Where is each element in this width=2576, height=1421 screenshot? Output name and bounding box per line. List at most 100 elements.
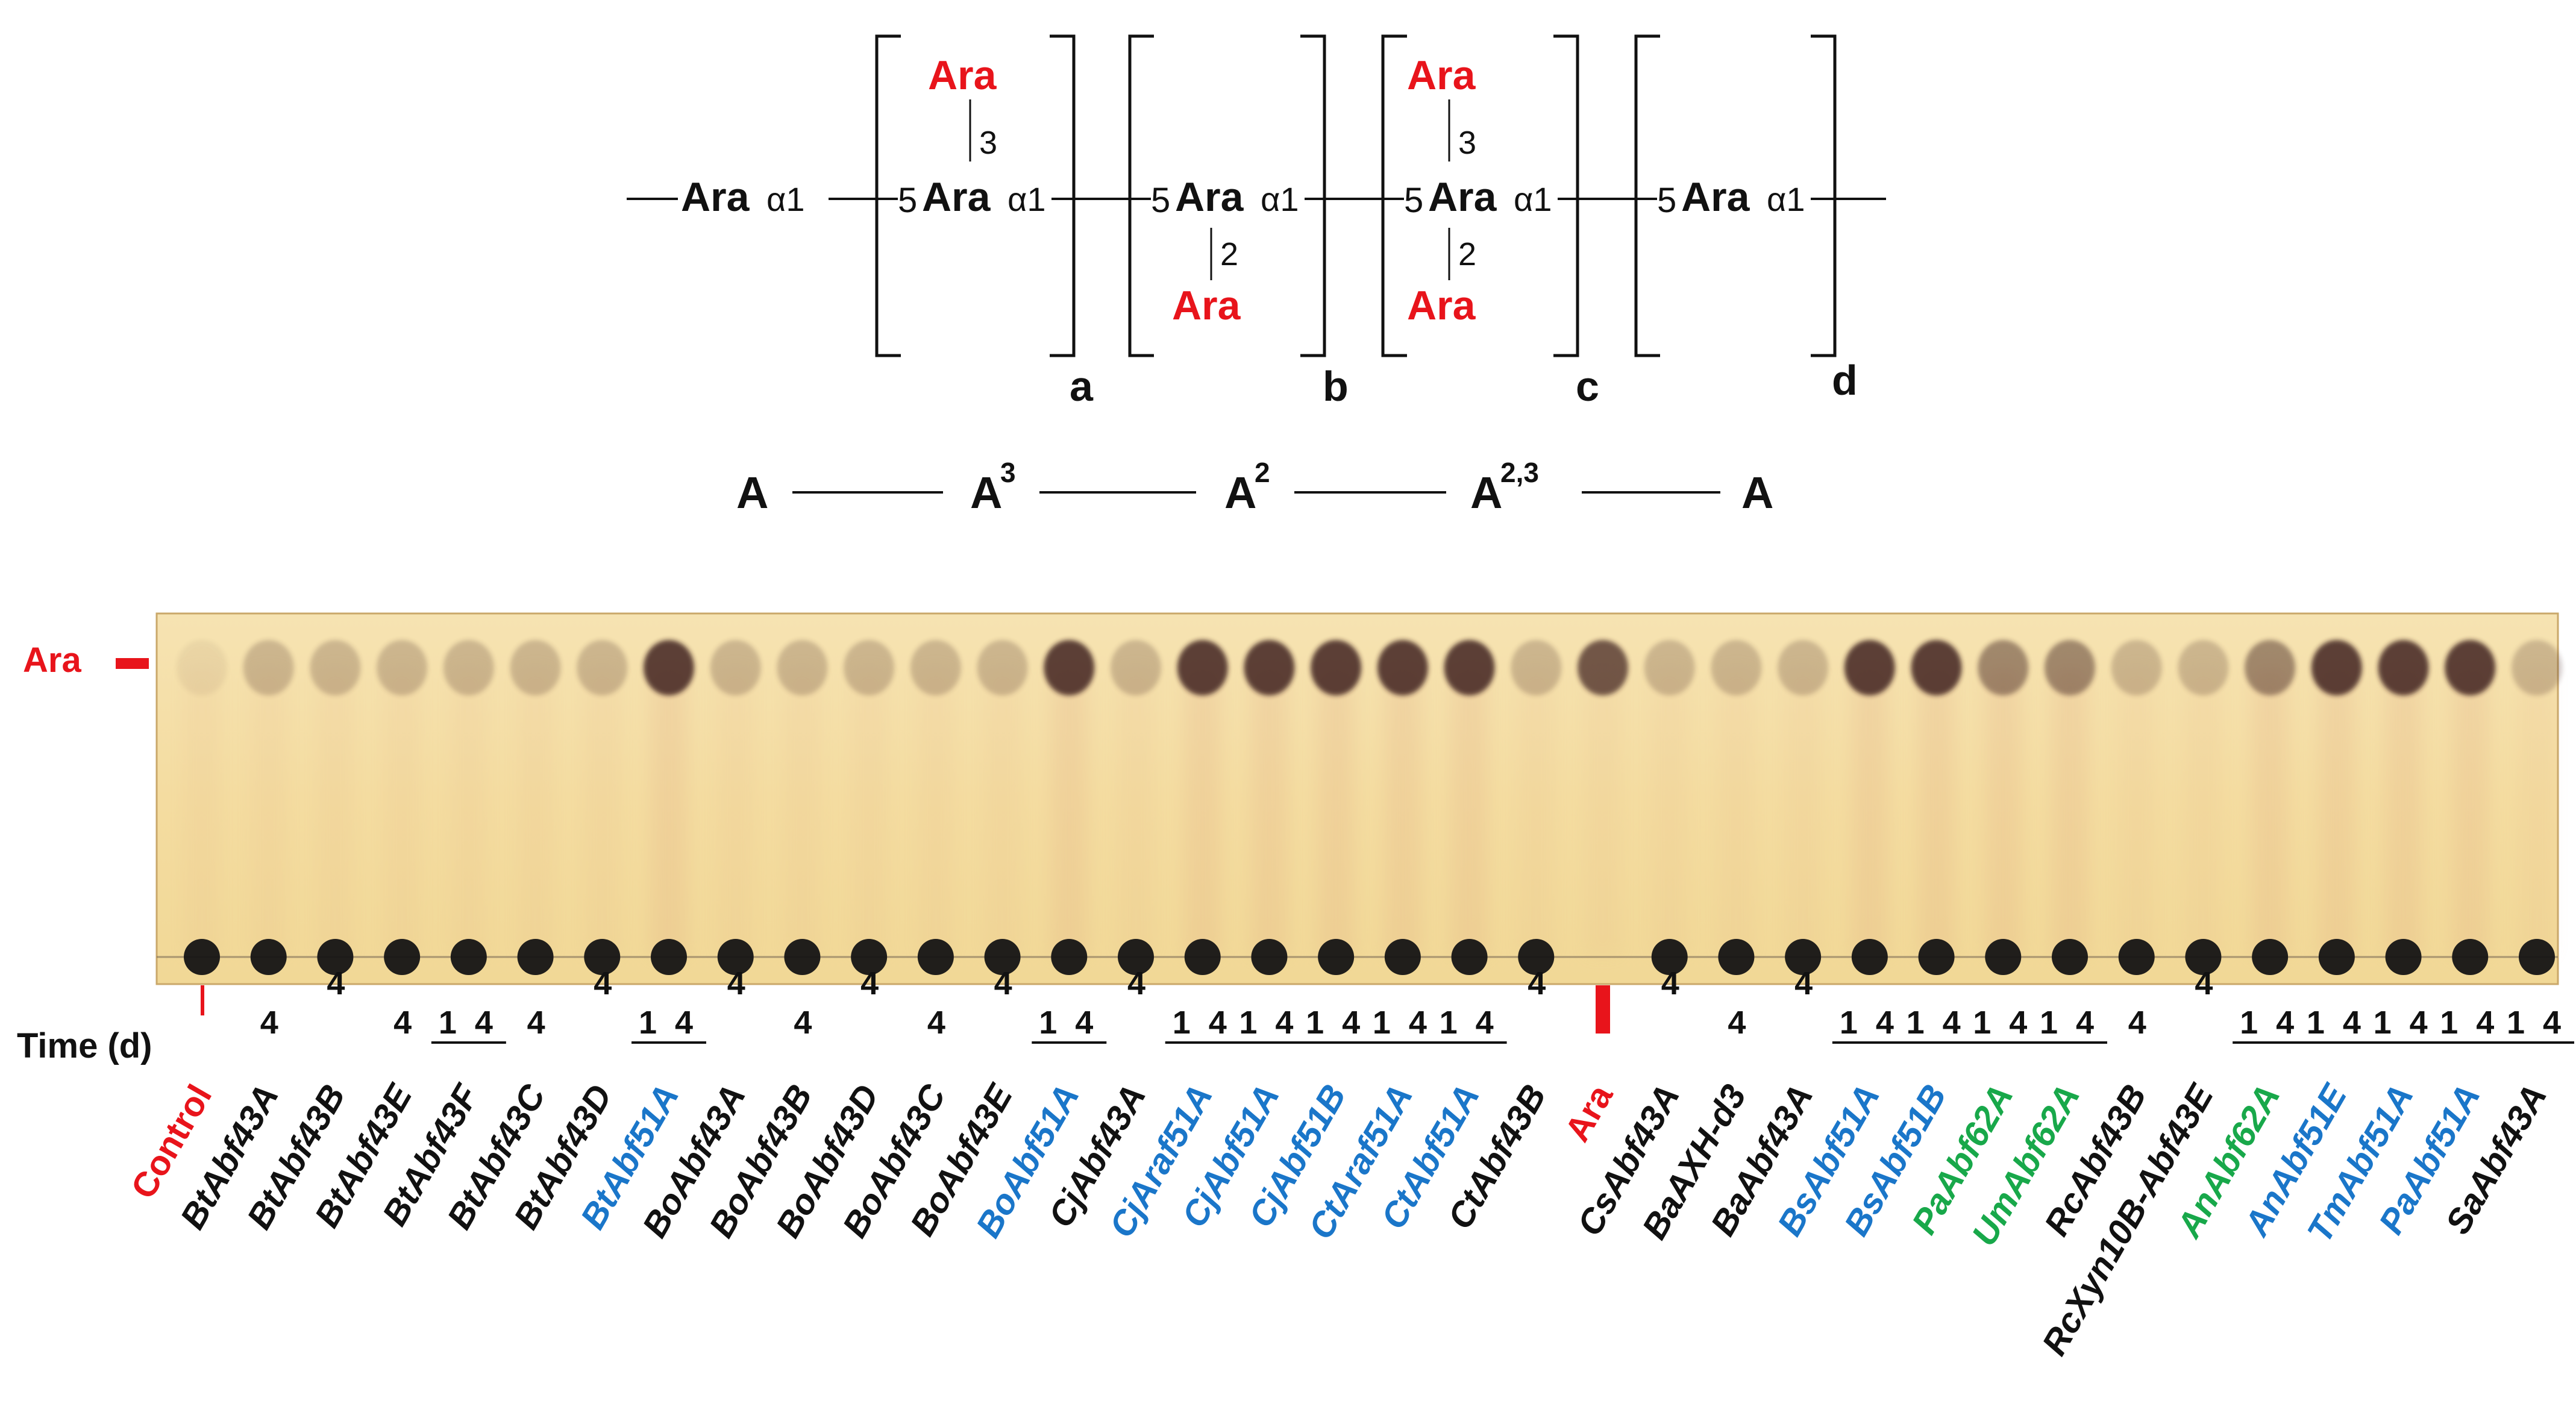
ara-product-spot [1844,640,1895,695]
shorthand-A23-sup: 2,3 [1500,457,1539,488]
time-label-4d: 4 [2076,1005,2094,1041]
ara-product-spot [1911,640,1962,695]
time-label-1d: 1 [1239,1005,1257,1041]
lane-smear [584,668,621,957]
ara-product-spot [1578,640,1628,695]
lane-smear [250,668,287,957]
origin-spot [2052,939,2088,975]
ara-product-spot [1111,640,1161,695]
origin-spot [651,939,687,975]
origin-spot [2452,939,2489,975]
time-label-4d: 4 [594,965,612,1002]
ara-branch-label: Ara [1407,52,1476,98]
ara-product-spot [1978,640,2029,695]
time-label-4d: 4 [675,1005,693,1041]
time-label-4d: 4 [860,965,879,1002]
time-label-4d: 4 [2543,1005,2561,1041]
time-label-1d: 1 [2307,1005,2325,1041]
time-label-4d: 4 [727,965,745,1002]
lane-smear [1451,668,1488,957]
repeat-c-label: c [1576,363,1599,410]
time-label-4d: 4 [1409,1005,1427,1041]
lane-smear [317,668,354,957]
origin-spot [1318,939,1355,975]
ara-product-spot [844,640,895,695]
linkage-5-label: 5 [898,181,917,220]
lane-smear [1718,668,1755,957]
time-label-4d: 4 [1661,965,1679,1002]
time-label-4d: 4 [2410,1005,2428,1041]
ara-product-spot [1244,640,1295,695]
origin-spot [784,939,821,975]
lane-smear [2185,668,2222,957]
time-label-1d: 1 [2507,1005,2525,1041]
time-label-4d: 4 [1476,1005,1494,1041]
time-label-1d: 1 [1973,1005,1991,1041]
shorthand-A-end: A [1741,468,1773,518]
time-label-1d: 1 [1840,1005,1858,1041]
origin-spot [2252,939,2289,975]
ara-product-spot [1644,640,1695,695]
ara-product-spot [2512,640,2562,695]
ara-product-spot [710,640,761,695]
ara-product-spot [910,640,961,695]
lane-smear [851,668,888,957]
ara-product-spot [2378,640,2429,695]
origin-spot [1251,939,1288,975]
ara-product-spot [1511,640,1562,695]
bracket-right-d [1811,34,1837,357]
ara-branch-label: Ara [1172,283,1241,328]
lane-smear [1518,668,1555,957]
time-label-1d: 1 [1373,1005,1391,1041]
ara-product-spot [310,640,361,695]
time-label-4d: 4 [393,1005,412,1041]
origin-spot [384,939,421,975]
ara-marker-tick [116,658,149,669]
time-label-4d: 4 [1127,965,1145,1002]
lane-smear [2385,668,2422,957]
repeat-b-label: b [1323,363,1349,410]
time-label-1d: 1 [2040,1005,2058,1041]
ara-product-spot [1377,640,1428,695]
ara-marker-label: Ara [23,641,81,680]
origin-spot [250,939,287,975]
time-label-4d: 4 [475,1005,493,1041]
lane-smear [1785,668,1822,957]
origin-spot [1184,939,1221,975]
time-label-4d: 4 [1876,1005,1894,1041]
origin-spots [184,939,2555,975]
time-label-4d: 4 [1209,1005,1227,1041]
origin-spot [1918,939,1955,975]
lane-smear [1251,668,1288,957]
ara-product-spot [644,640,694,695]
time-label-4d: 4 [527,1005,545,1041]
origin-spot [851,939,888,975]
ara-product-spot [2111,640,2162,695]
lane-smear [1585,668,1621,957]
lane-smear [1851,668,1888,957]
lane-smear [1985,668,2022,957]
origin-spot [1785,939,1822,975]
time-label-1d: 1 [1173,1005,1191,1041]
ara-product-spot [1177,640,1228,695]
origin-spot [2385,939,2422,975]
origin-spot [1985,939,2022,975]
origin-spot [2519,939,2555,975]
lane-label: Ara [1558,1078,1621,1148]
shorthand-A2-sup: 2 [1255,457,1270,488]
lane-smear [2318,668,2355,957]
lane-smear [1384,668,1421,957]
ara-residue-label: Ara [922,174,991,220]
time-label-4d: 4 [2195,965,2213,1002]
time-label-4d: 4 [1528,965,1546,1002]
origin-spot [1118,939,1154,975]
bracket-left-c [1381,34,1407,357]
lane-smear [384,668,421,957]
lane-smear [651,668,687,957]
origin-spot [1451,939,1488,975]
alpha-linkage-label: α1 [1261,180,1299,218]
origin-spot [2118,939,2155,975]
lane-smear [1184,668,1221,957]
lane-labels: ControlBtAbf43ABtAbf43BBtAbf43EBtAbf43FB… [124,1077,2554,1362]
shorthand-notation: A A 3 A 2 A 2,3 A [736,457,1773,518]
